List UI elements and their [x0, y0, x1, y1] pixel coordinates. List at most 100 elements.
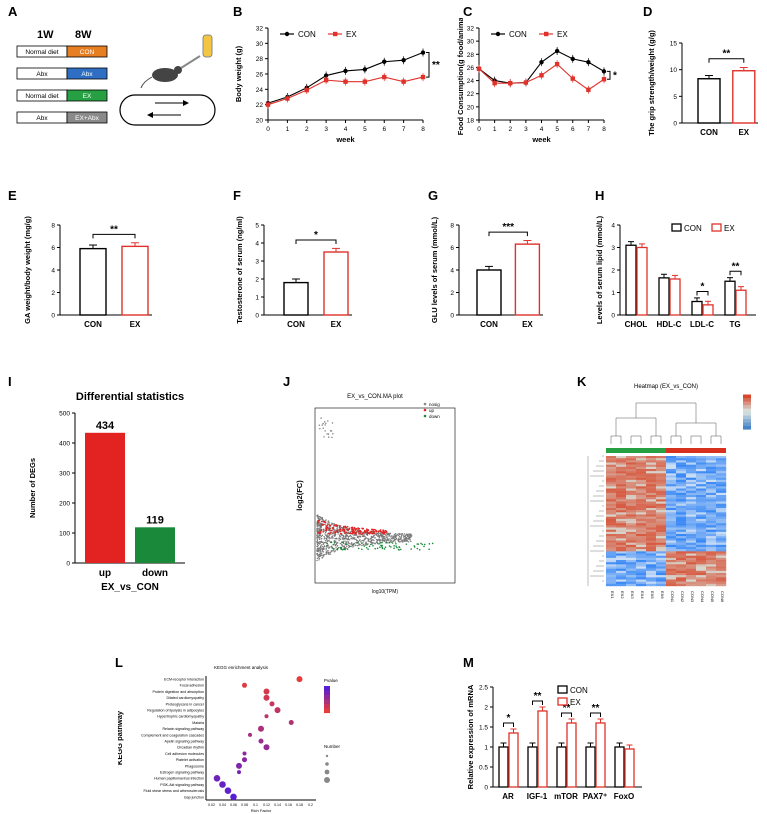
- heatmap-cell: [696, 477, 707, 481]
- heatmap-cell: [636, 568, 647, 572]
- point-up: [365, 528, 368, 530]
- heatmap-cell: [626, 523, 637, 526]
- point-nosig: [325, 534, 327, 536]
- heatmap-cell: [666, 486, 677, 489]
- chart-j-title: EX_vs_CON.MA plot: [347, 394, 403, 400]
- point-down: [421, 543, 424, 546]
- point-nosig: [345, 540, 347, 543]
- heatmap-cell: [686, 518, 697, 522]
- point-up: [327, 533, 329, 535]
- heatmap-cell: [696, 564, 707, 567]
- point-nosig: [390, 541, 393, 544]
- point-nosig: [316, 537, 318, 539]
- significance-stars: **: [432, 60, 440, 71]
- heatmap-cell: [676, 544, 687, 548]
- point-nosig: [328, 538, 330, 540]
- color-key-step: [743, 422, 751, 427]
- heatmap-cell: [606, 564, 617, 567]
- point-up: [320, 520, 323, 523]
- heatmap-cell: [676, 458, 687, 461]
- significance-bracket: [696, 291, 709, 296]
- point-nosig: [324, 424, 326, 426]
- point-nosig: [321, 541, 323, 543]
- y-tick-label: 0: [66, 561, 70, 568]
- heatmap-cell: [716, 464, 727, 468]
- heatmap-cell: [646, 458, 657, 461]
- heatmap-cell: [646, 456, 657, 459]
- heatmap-cell: [656, 501, 667, 504]
- heatmap-cell: [636, 479, 647, 483]
- heatmap-cell: [616, 549, 627, 552]
- heatmap-cell: [686, 492, 697, 496]
- heatmap-cell: [686, 497, 697, 500]
- point-nosig: [343, 537, 346, 540]
- heatmap-cell: [626, 510, 637, 513]
- point-nosig: [316, 548, 319, 550]
- heatmap-cell: [706, 479, 717, 483]
- legend-nosig: nosig: [429, 402, 440, 407]
- heatmap-cell: [636, 466, 647, 470]
- point-down: [420, 542, 422, 545]
- heatmap-cell: [706, 551, 717, 554]
- point-up: [324, 529, 327, 532]
- point-nosig: [347, 540, 349, 543]
- heatmap-cell: [666, 534, 677, 537]
- x-tick-label: 0.06: [230, 803, 237, 807]
- legend-ex: EX: [346, 30, 357, 39]
- heatmap-cell: [686, 469, 697, 472]
- heatmap-cell: [666, 529, 677, 533]
- heatmap-cell: [686, 540, 697, 543]
- point-nosig: [330, 537, 332, 540]
- y-tick-label: 22: [256, 102, 264, 109]
- point-nosig: [328, 536, 330, 539]
- data-point-ex: [285, 96, 290, 101]
- point-down: [367, 548, 369, 550]
- heatmap-cell: [646, 462, 657, 465]
- heatmap-cell: [616, 501, 627, 504]
- heatmap-cell: [666, 471, 677, 474]
- heatmap-cell: [616, 573, 627, 576]
- panel-a-right-label: Abx: [81, 71, 93, 78]
- point-up: [364, 531, 367, 533]
- x-tick-label-2: mTOR: [554, 792, 578, 801]
- point-down: [332, 547, 334, 550]
- point-down: [365, 546, 368, 549]
- heatmap-cell: [666, 568, 677, 572]
- heatmap-cell: [616, 521, 627, 524]
- point-nosig: [350, 537, 352, 539]
- pathway-label: PI3K-Akt signaling pathway: [160, 783, 204, 787]
- heatmap-cell: [626, 462, 637, 465]
- column-label-ex6: EX6: [660, 591, 665, 599]
- point-down: [333, 541, 336, 544]
- heatmap-cell: [636, 488, 647, 491]
- heatmap-cell: [616, 538, 627, 541]
- point-nosig: [327, 529, 330, 531]
- point-nosig: [409, 539, 411, 541]
- dendro-branch: [615, 417, 657, 436]
- point-up: [322, 520, 325, 523]
- heatmap-cell: [686, 529, 697, 533]
- point-nosig: [370, 535, 373, 538]
- heatmap-cell: [646, 486, 657, 489]
- panel-a-right-label: EX+Abx: [75, 115, 99, 122]
- heatmap-cell: [686, 560, 697, 563]
- point-up: [367, 529, 370, 532]
- color-key-step: [743, 415, 751, 420]
- heatmap-cell: [706, 536, 717, 539]
- heatmap-cell: [716, 473, 727, 476]
- point-down: [396, 546, 398, 549]
- heatmap-cell: [706, 542, 717, 546]
- color-key-step: [743, 419, 751, 423]
- data-point-con: [586, 59, 591, 65]
- heatmap-cell: [666, 555, 677, 559]
- x-axis-title: Rich Factor: [251, 808, 272, 812]
- heatmap-cell: [636, 579, 647, 582]
- scatter-points: [316, 417, 434, 562]
- point-nosig: [379, 533, 381, 535]
- pathway-label: Hypertrophic cardiomyopathy: [157, 715, 204, 719]
- point-nosig: [360, 541, 362, 543]
- point-nosig: [318, 538, 321, 541]
- heatmap-cell: [606, 553, 617, 556]
- point-nosig: [335, 540, 337, 542]
- point-nosig: [397, 539, 399, 541]
